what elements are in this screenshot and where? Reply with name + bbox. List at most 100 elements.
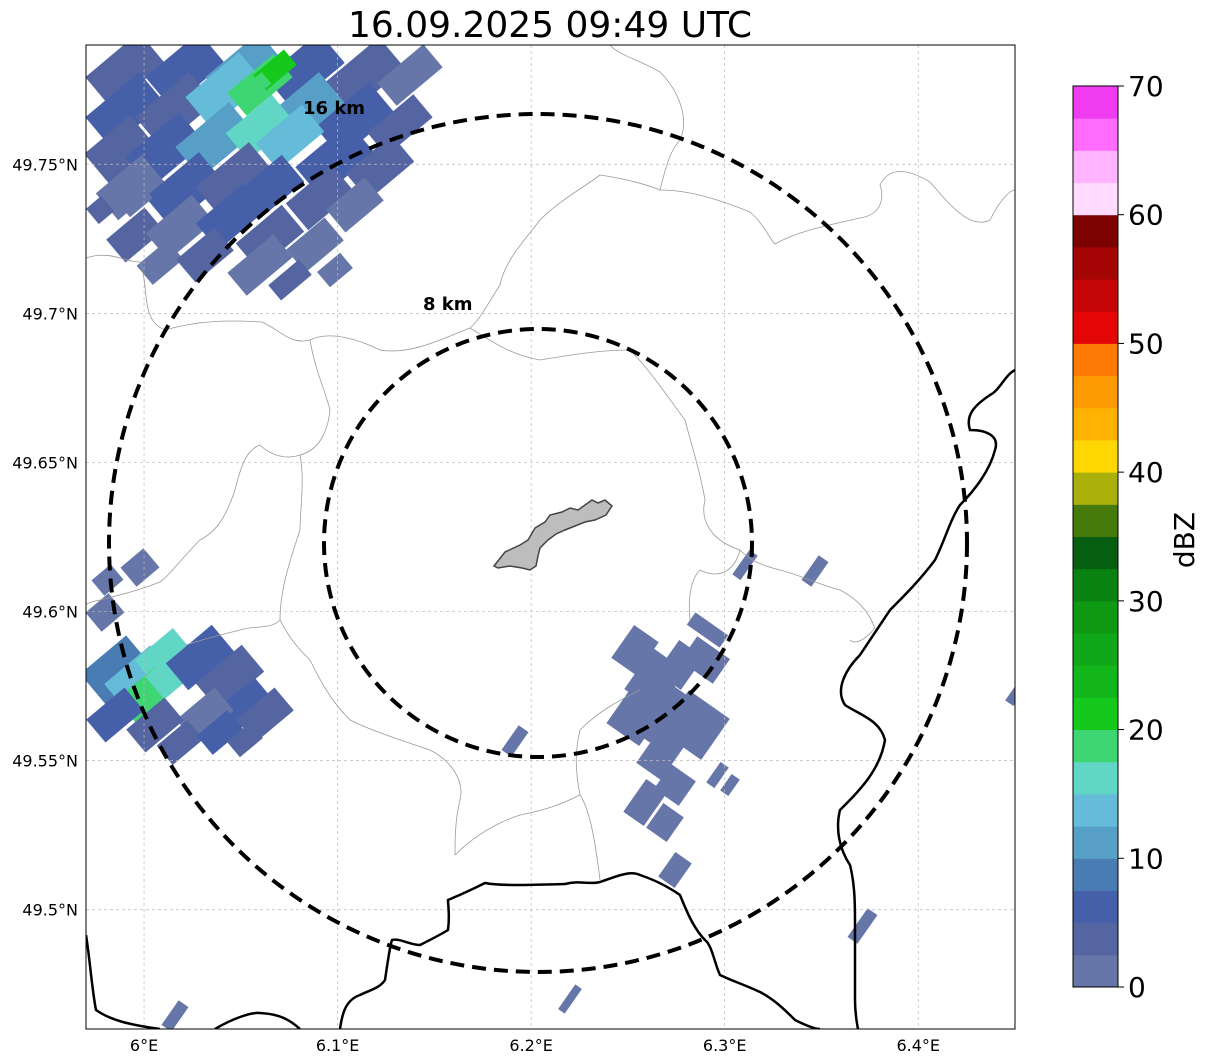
echo-cell <box>646 803 684 842</box>
range-ring-label-8km: 8 km <box>423 294 473 315</box>
echo-cell <box>225 94 295 161</box>
colorbar-segment <box>1073 890 1118 924</box>
echo-cell <box>86 45 165 108</box>
echo-cell <box>265 45 345 108</box>
colorbar-segment <box>1073 761 1118 795</box>
x-tick-label: 6.4°E <box>896 1036 940 1055</box>
echo-cell <box>377 45 443 106</box>
echo-cell <box>1005 683 1015 707</box>
colorbar-segment <box>1073 279 1118 312</box>
y-tick-label: 49.7°N <box>22 304 78 323</box>
echo-cell <box>325 45 405 113</box>
colorbar-segment <box>1073 246 1118 280</box>
colorbar-segment <box>1073 697 1118 731</box>
echo-cell <box>165 624 235 691</box>
echo-cell <box>95 154 165 221</box>
echo-cell <box>120 548 160 587</box>
echo-cell <box>658 851 692 889</box>
y-tick-label: 49.75°N <box>12 155 78 174</box>
colorbar-label: dBZ <box>1168 512 1201 568</box>
colorbar-segment <box>1073 665 1118 698</box>
echo-cell <box>227 722 263 758</box>
colorbar-segment <box>1073 86 1118 119</box>
echo-cell <box>623 778 667 827</box>
colorbar-tick-label: 0 <box>1128 971 1146 1004</box>
echo-cell <box>268 259 312 301</box>
colorbar-tick-label: 70 <box>1128 70 1164 103</box>
radar-echoes <box>86 45 1015 1029</box>
y-tick-label: 49.55°N <box>12 752 78 771</box>
colorbar-segment <box>1073 568 1118 602</box>
echo-cell <box>238 72 272 103</box>
echo-cell <box>86 195 115 225</box>
echo-cell <box>686 612 729 648</box>
y-axis-ticks: 49.75°N 49.7°N 49.65°N 49.6°N 49.55°N 49.5°N <box>12 155 78 919</box>
echo-cell <box>720 773 740 797</box>
x-tick-label: 6.3°E <box>703 1036 747 1055</box>
echo-cell <box>106 207 164 263</box>
colorbar-segment <box>1073 182 1118 216</box>
colorbar-tick-label: 60 <box>1128 199 1164 232</box>
range-ring-label-16km: 16 km <box>303 98 365 119</box>
colorbar-tick-label: 10 <box>1128 842 1164 875</box>
y-tick-label: 49.5°N <box>22 901 78 920</box>
y-tick-label: 49.65°N <box>12 453 78 472</box>
echo-cell <box>285 164 355 231</box>
colorbar-segment <box>1073 118 1118 151</box>
echo-cell <box>161 1000 189 1029</box>
x-tick-label: 6.2°E <box>509 1036 553 1055</box>
colorbar-segment <box>1073 729 1118 763</box>
echo-cell <box>501 725 529 757</box>
colorbar-tick-label: 50 <box>1128 327 1164 360</box>
echo-cell <box>126 697 184 753</box>
echo-cell <box>286 217 344 273</box>
graticule <box>86 45 1015 1029</box>
y-tick-label: 49.6°N <box>22 603 78 622</box>
echo-cell <box>145 152 225 228</box>
colorbar-segment <box>1073 922 1118 956</box>
colorbar-tick-label: 40 <box>1128 456 1164 489</box>
colorbar-segment <box>1073 214 1118 248</box>
colorbar-segment <box>1073 954 1118 988</box>
colorbar-segment <box>1073 343 1118 377</box>
chart-title: 16.09.2025 09:49 UTC <box>348 5 752 46</box>
echo-cell <box>255 104 325 171</box>
colorbar-segment <box>1073 858 1118 891</box>
x-tick-label: 6.1°E <box>316 1036 360 1055</box>
colorbar-segment <box>1073 600 1118 634</box>
colorbar-tick-label: 20 <box>1128 714 1164 747</box>
echo-cell <box>680 636 730 684</box>
echo-cell <box>136 240 184 285</box>
colorbar-segment <box>1073 375 1118 409</box>
echo-cell <box>732 549 758 581</box>
echo-cell <box>195 142 275 218</box>
colorbar-segment <box>1073 793 1118 827</box>
x-axis-ticks: 6°E 6.1°E 6.2°E 6.3°E 6.4°E <box>130 1036 940 1055</box>
echo-cell <box>86 115 156 185</box>
echo-cell <box>176 227 234 283</box>
colorbar: 0 10 20 30 40 50 60 70 <box>1073 70 1164 1004</box>
colorbar-segment <box>1073 633 1118 666</box>
echo-cell <box>801 555 829 587</box>
echo-cell <box>611 625 659 675</box>
echo-cell <box>156 720 204 765</box>
echo-cell <box>606 673 674 747</box>
echo-cell <box>185 52 265 128</box>
colorbar-segment <box>1073 150 1118 184</box>
colorbar-segment <box>1073 407 1118 441</box>
range-ring-8km <box>322 327 754 759</box>
echo-cell <box>227 234 293 296</box>
echo-cell <box>367 94 433 156</box>
map-area: 8 km 16 km <box>86 45 1015 1029</box>
echo-cell <box>86 635 152 705</box>
echo-cell <box>91 564 124 596</box>
city-area-outline <box>492 499 613 571</box>
colorbar-segment <box>1073 439 1118 473</box>
colorbar-segment <box>1073 311 1118 344</box>
echo-cell <box>558 984 582 1014</box>
colorbar-segment <box>1073 472 1118 505</box>
echo-cell <box>145 45 225 108</box>
echo-cell <box>317 252 353 288</box>
echo-cell <box>86 72 165 148</box>
